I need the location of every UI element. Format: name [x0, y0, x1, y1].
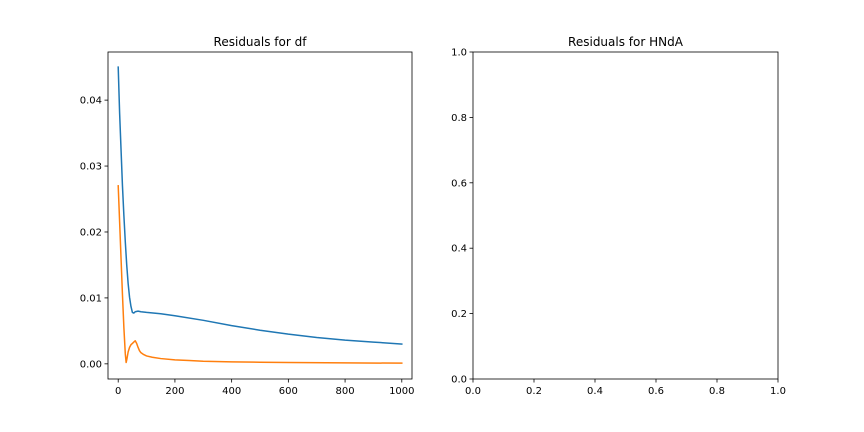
x-tick-label: 0.2	[526, 386, 542, 397]
y-tick-label: 0.04	[80, 96, 102, 107]
y-tick-label: 0.02	[80, 227, 102, 238]
axes-frame	[472, 51, 779, 380]
x-tick-label: 1.0	[770, 386, 786, 397]
x-tick-label: 0.8	[709, 386, 725, 397]
x-tick-label: 0.0	[465, 386, 481, 397]
y-tick-label: 0.01	[80, 293, 102, 304]
y-tick-label: 0.8	[451, 113, 467, 124]
x-tick-label: 0.6	[648, 386, 664, 397]
y-tick-label: 0.00	[80, 359, 102, 370]
y-tick-label: 0.2	[451, 309, 467, 320]
x-tick-label: 200	[165, 386, 184, 397]
x-tick-label: 0.4	[587, 386, 603, 397]
x-tick-label: 600	[279, 386, 298, 397]
y-tick-label: 0.4	[451, 244, 467, 255]
chart-title: Residuals for HNdA	[568, 35, 684, 49]
chart-2: 0.0 0.2 0.4 0.6 0.8 1.0 0.0 0.2 0.4 0.6 0.8 1.0 Resi…	[451, 35, 786, 397]
chart-1: 0 200 400 600 800 1000 0.00 0.01 0.02 0.03 0.04 Res…	[80, 35, 415, 397]
y-tick-label: 0.6	[451, 178, 467, 189]
series-line-1	[117, 66, 403, 345]
chart-title: Residuals for df	[214, 35, 308, 49]
x-tick-label: 1000	[389, 386, 414, 397]
x-tick-label: 400	[222, 386, 241, 397]
series-line-2	[117, 185, 403, 364]
y-tick-label: 0.03	[80, 162, 102, 173]
axes-frame	[107, 51, 413, 380]
y-tick-label: 1.0	[451, 48, 467, 59]
y-tick-label: 0.0	[451, 375, 467, 386]
x-tick-label: 800	[336, 386, 355, 397]
x-tick-label: 0	[115, 386, 121, 397]
